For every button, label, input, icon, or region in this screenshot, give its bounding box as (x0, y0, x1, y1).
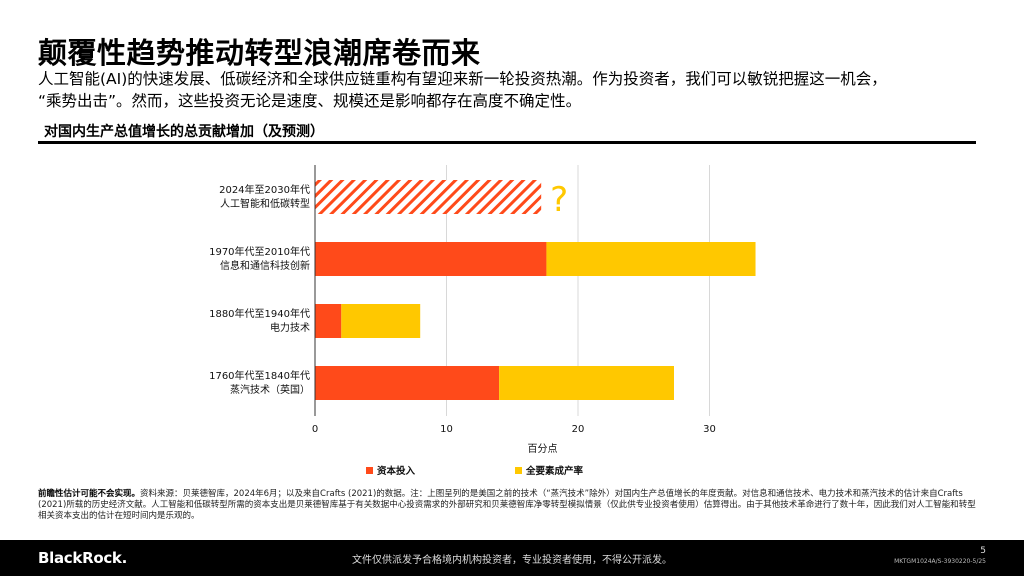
x-tick-label: 10 (440, 424, 453, 435)
page-number: 5 (980, 546, 986, 556)
bar-tfp (546, 242, 756, 276)
chart-title: 对国内生产总值增长的总贡献增加（及预测） (44, 124, 324, 140)
bar-tfp (499, 366, 674, 400)
category-label: 蒸汽技术（英国） (230, 383, 310, 396)
footnote: 前瞻性估计可能不会实现。资料来源：贝莱德智库，2024年6月；以及来自Craft… (38, 489, 978, 522)
bar-capital-input (315, 242, 547, 276)
bar-capital-input (315, 304, 342, 338)
category-label: 1880年代至1940年代 (209, 307, 310, 320)
legend-swatch-capital (366, 467, 373, 474)
legend-swatch-tfp (515, 467, 522, 474)
category-label: 1760年代至1840年代 (209, 369, 310, 382)
page-title: 颠覆性趋势推动转型浪潮席卷而来 (38, 36, 481, 70)
category-label: 2024年至2030年代 (219, 183, 310, 196)
category-label: 电力技术 (270, 321, 310, 334)
question-mark: ? (550, 180, 568, 220)
x-tick-label: 0 (312, 424, 318, 435)
footer-bar: BlackRock. 文件仅供派发予合格境内机构投资者，专业投资者使用，不得公开… (0, 540, 1024, 576)
title-rule (38, 141, 976, 144)
category-label: 1970年代至2010年代 (209, 245, 310, 258)
page-subtitle: 人工智能(AI)的快速发展、低碳经济和全球供应链重构有望迎来新一轮投资热潮。作为… (38, 68, 988, 112)
bar-capital-input (315, 366, 500, 400)
x-tick-label: 20 (572, 424, 585, 435)
x-axis-label: 百分点 (528, 443, 558, 455)
subtitle-line-1: 人工智能(AI)的快速发展、低碳经济和全球供应链重构有望迎来新一轮投资热潮。作为… (38, 70, 887, 88)
blackrock-logo: BlackRock. (38, 549, 127, 567)
category-label: 信息和通信科技创新 (220, 259, 310, 272)
bar-tfp (341, 304, 421, 338)
document-code: MKTGM1024A/S-3930220-5/25 (894, 558, 986, 565)
bar-projection-hatched (315, 180, 542, 214)
footnote-text: 资料来源：贝莱德智库，2024年6月；以及来自Crafts (2021)的数据。… (38, 489, 976, 521)
footer-disclaimer: 文件仅供派发予合格境内机构投资者，专业投资者使用，不得公开派发。 (352, 555, 672, 566)
footnote-bold: 前瞻性估计可能不会实现。 (38, 489, 141, 499)
legend-label-tfp: 全要素成产率 (525, 465, 584, 477)
category-label: 人工智能和低碳转型 (220, 197, 310, 210)
subtitle-line-2: “乘势出击”。然而，这些投资无论是速度、规模还是影响都存在高度不确定性。 (38, 92, 582, 110)
legend-label-capital: 资本投入 (377, 465, 416, 477)
x-tick-label: 30 (703, 424, 716, 435)
